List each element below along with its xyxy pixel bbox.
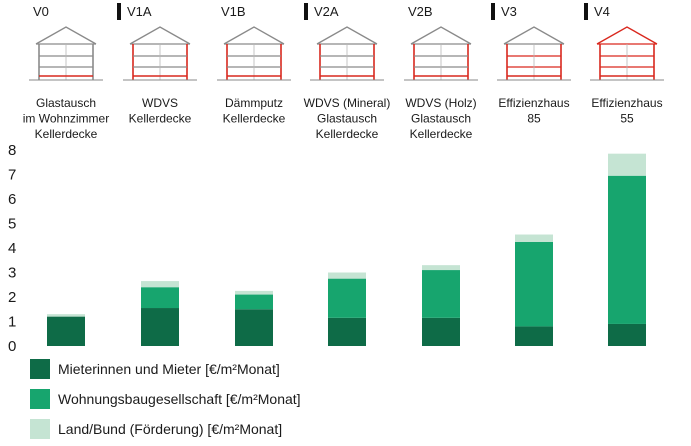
house-icon [404,26,478,81]
variant-marker [491,3,495,20]
variant-description-line: Glastausch [36,96,96,110]
variant-label: V4 [594,4,610,19]
legend: Mieterinnen und Mieter [€/m²Monat] Wohnu… [30,356,301,446]
bar-segment [328,278,366,318]
stacked-bar-chart: V0 V1A V1B V2A V2B V3 V4 Glastausch im Wohnzimm… [8,3,664,355]
legend-label-subsidy: Land/Bund (Förderung) [€/m²Monat] [58,421,283,437]
variant-description-line: Effizienzhaus [591,96,662,110]
bar-segment [608,175,646,324]
y-tick-label: 7 [8,167,16,184]
variant-label: V3 [501,4,517,19]
variant-description-line: Kellerdecke [35,127,98,141]
house-icon [497,26,571,81]
bar-segment [422,265,460,271]
variant-description-line: WDVS (Holz) [405,96,476,110]
variant-marker [117,3,121,20]
y-tick-label: 4 [8,240,16,257]
bar-segment [328,317,366,346]
bar-segment [47,314,85,317]
variant-description-line: Glastausch [411,112,471,126]
bar-segment [328,272,366,279]
bar-segment [235,290,273,295]
variant-description-line: Effizienzhaus [498,96,569,110]
variant-label: V2B [408,4,433,19]
y-tick-label: 6 [8,191,16,208]
variant-description-line: 55 [620,112,634,126]
y-tick-label: 3 [8,265,16,282]
bar-segment [141,287,179,309]
house-icon [123,26,197,81]
house-icon [310,26,384,81]
bar-segment [515,326,553,346]
legend-item-subsidy: Land/Bund (Förderung) [€/m²Monat] [30,416,301,442]
house-icon [590,26,664,81]
y-tick-label: 2 [8,289,16,306]
bar-segment [235,294,273,310]
bar-segment [515,241,553,327]
variant-marker [304,3,308,20]
house-icon [217,26,291,81]
variant-label: V0 [33,4,49,19]
bar-segment [608,323,646,346]
variant-description-line: im Wohnzimmer [23,112,109,126]
bar-segment [47,316,85,346]
y-tick-label: 1 [8,314,16,331]
y-tick-label: 8 [8,142,16,159]
variant-label: V2A [314,4,339,19]
legend-swatch-housing-company [30,389,50,409]
bar-segment [515,234,553,242]
variant-description-line: Kellerdecke [410,127,473,141]
legend-swatch-subsidy [30,419,50,439]
legend-label-tenants: Mieterinnen und Mieter [€/m²Monat] [58,361,280,377]
variant-label: V1A [127,4,152,19]
variant-description-line: Kellerdecke [223,112,286,126]
legend-label-housing-company: Wohnungsbaugesellschaft [€/m²Monat] [58,391,301,407]
bar-segment [141,308,179,346]
bar-segment [422,270,460,318]
bar-segment [141,281,179,288]
variant-description-line: Glastausch [317,112,377,126]
legend-item-tenants: Mieterinnen und Mieter [€/m²Monat] [30,356,301,382]
y-axis: 0 1 2 3 4 5 6 7 8 [8,142,16,355]
variant-labels: V0 V1A V1B V2A V2B V3 V4 [33,3,610,20]
variant-description-line: 85 [527,112,541,126]
y-tick-label: 0 [8,338,16,355]
variant-description-line: WDVS (Mineral) [304,96,391,110]
bars [47,153,646,346]
variant-description-line: Kellerdecke [316,127,379,141]
bar-segment [608,153,646,176]
house-section-icons [29,26,664,81]
variant-label: V1B [221,4,246,19]
variant-description-line: WDVS [142,96,178,110]
bar-segment [422,317,460,346]
bar-segment [235,309,273,346]
variant-marker [584,3,588,20]
house-icon [29,26,103,81]
variant-description-line: Kellerdecke [129,112,192,126]
legend-swatch-tenants [30,359,50,379]
legend-item-housing-company: Wohnungsbaugesellschaft [€/m²Monat] [30,386,301,412]
variant-description-line: Dämmputz [225,96,283,110]
y-tick-label: 5 [8,216,16,233]
